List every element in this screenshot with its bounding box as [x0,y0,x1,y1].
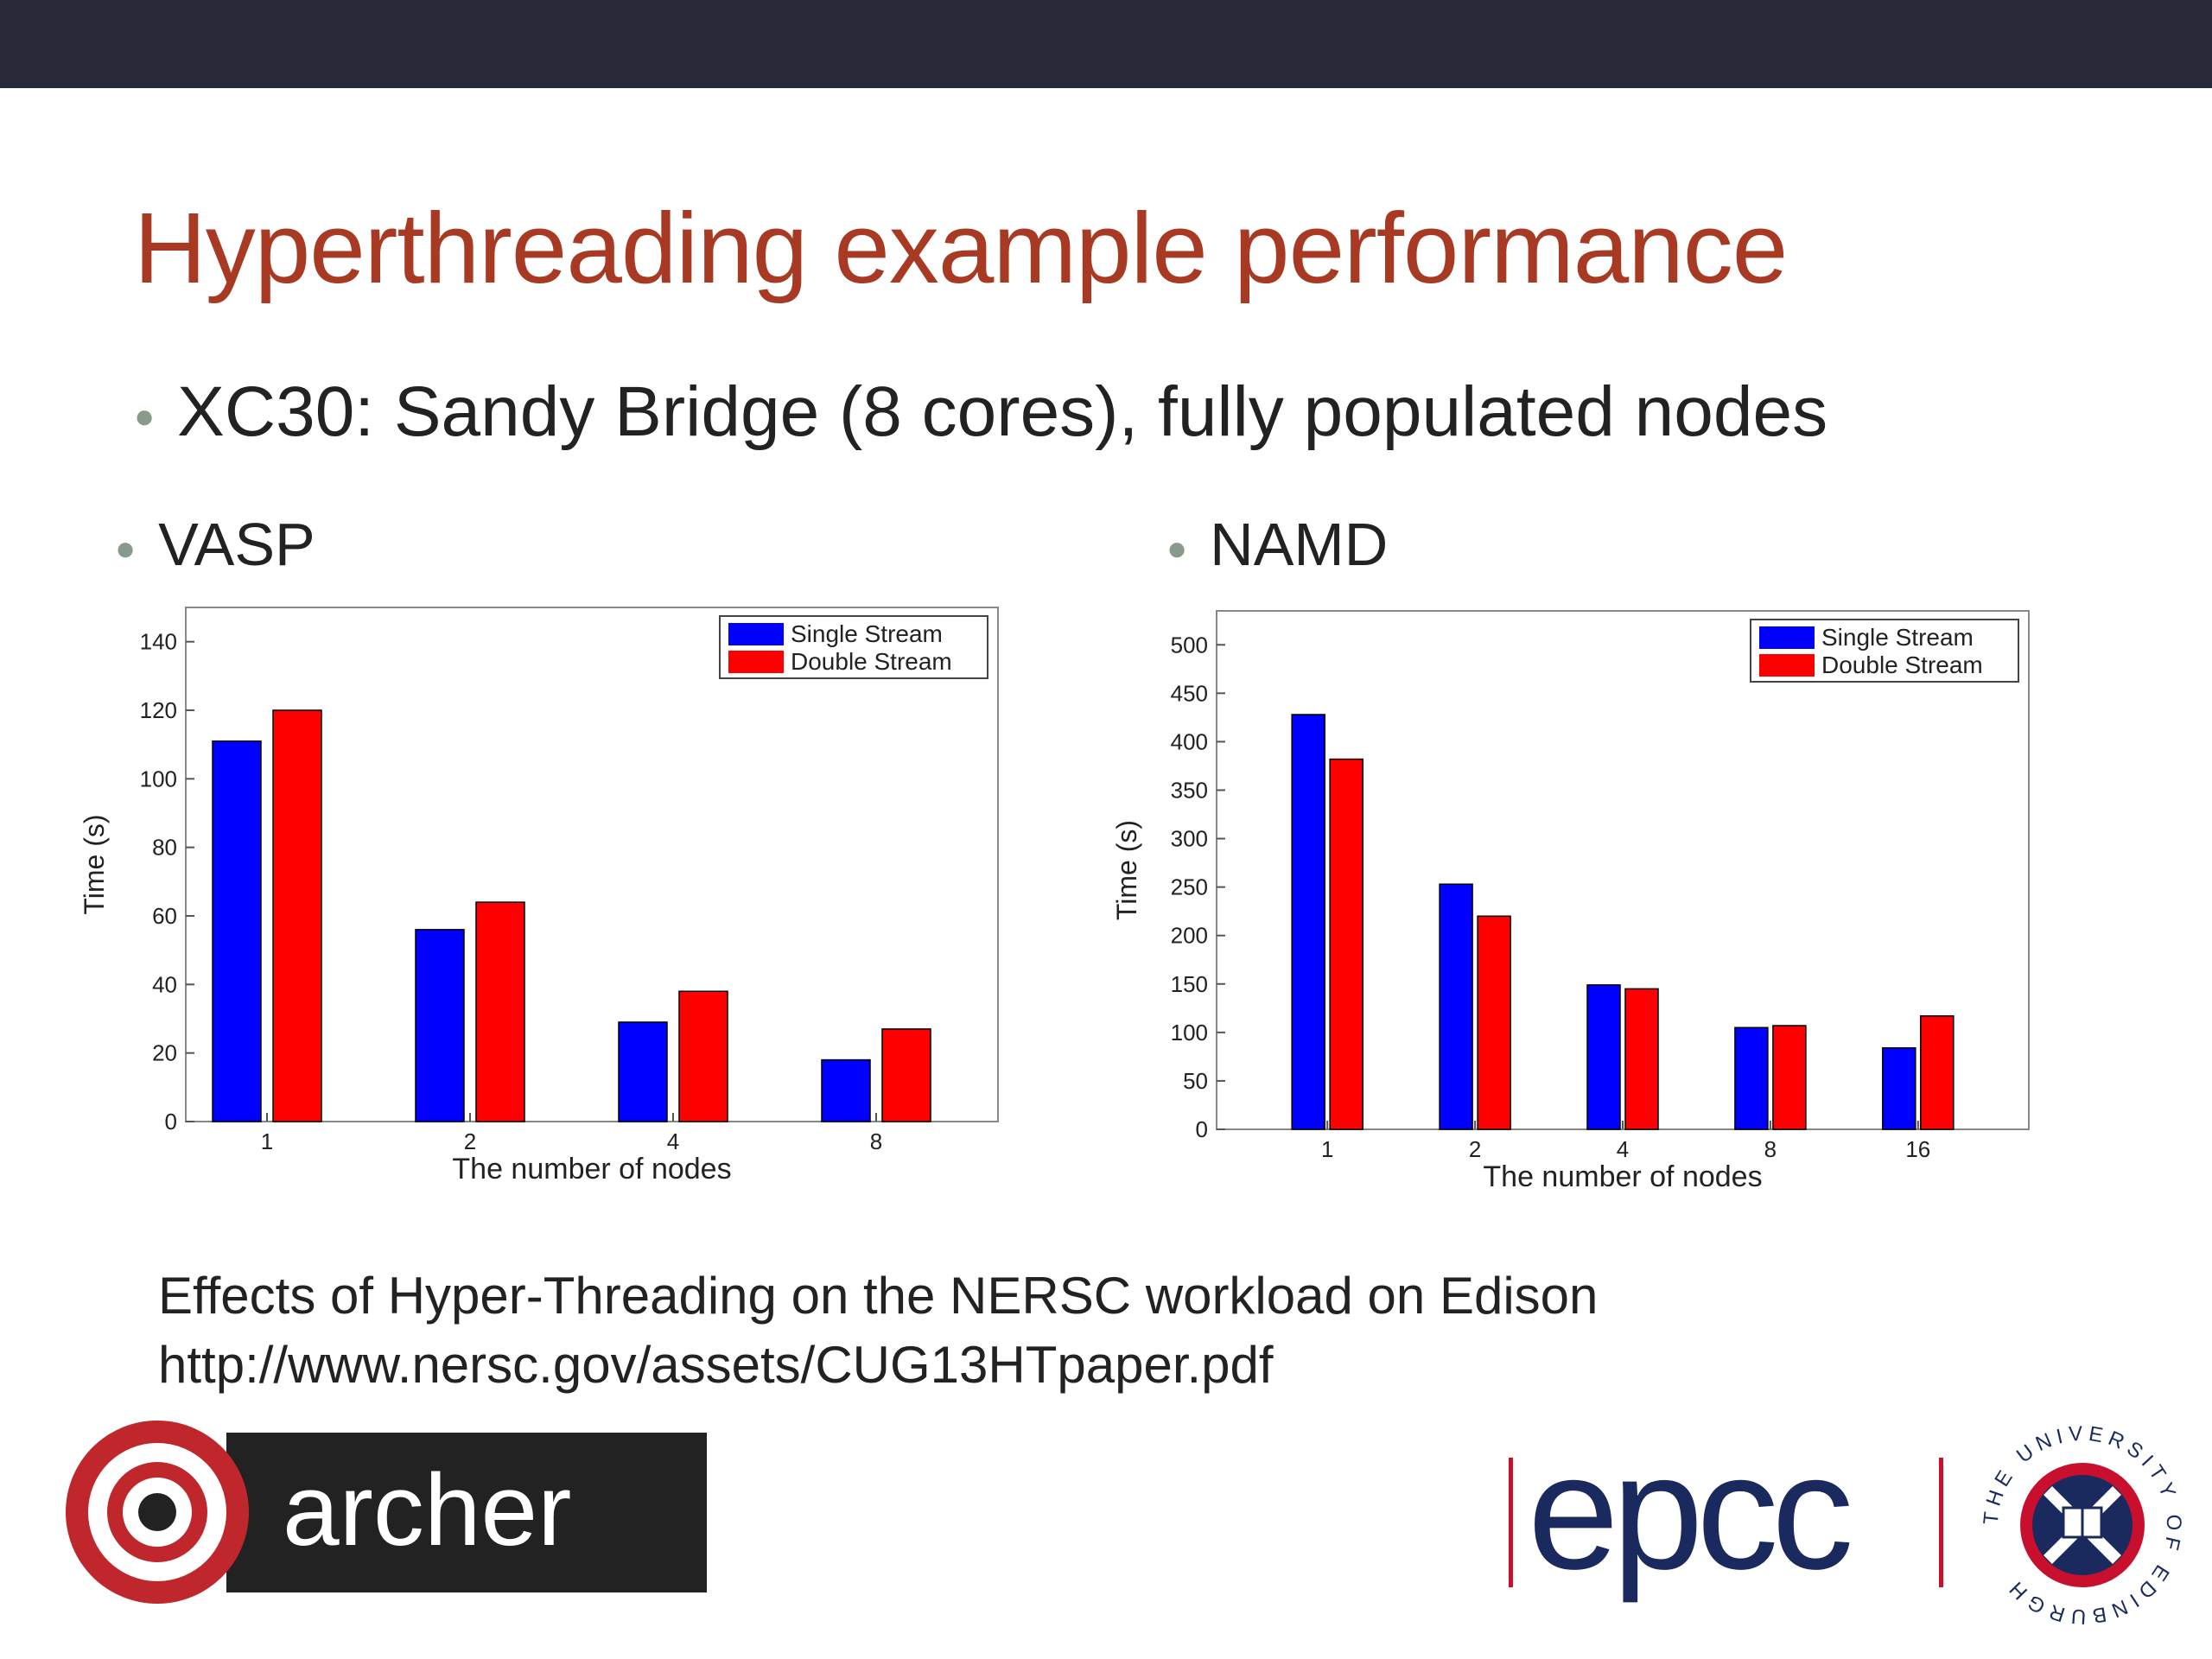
y-tick-label: 140 [140,629,177,655]
y-tick-label: 50 [1183,1068,1208,1094]
y-tick-label: 400 [1171,728,1208,754]
bar-double [1920,1015,1955,1130]
bar-double [1772,1025,1807,1130]
y-tick-label: 150 [1171,971,1208,997]
x-tick-label: 2 [1469,1136,1481,1162]
top-bar [0,0,2212,88]
x-tick-label: 2 [464,1128,476,1154]
bar-double [272,709,322,1122]
archer-logo-text: archer [283,1453,571,1567]
legend-swatch [1759,626,1815,649]
bar-double [1329,758,1363,1130]
y-axis-label: Time (s) [79,814,110,914]
y-tick-label: 40 [152,971,177,997]
epcc-logo-text: epcc [1528,1439,1849,1604]
namd-chart: 0 50 100 150 200 250 300 350 400 450 500 1 2 4 8 16 The … [1111,610,2030,1193]
y-tick-label: 20 [152,1040,177,1066]
x-axis-label: The number of nodes [452,1153,731,1185]
legend-swatch [728,623,784,645]
legend-swatch [1759,654,1815,677]
bar-single [415,929,465,1122]
main-bullet-text: XC30: Sandy Bridge (8 cores), fully popu… [177,372,1828,451]
x-tick-label: 1 [1321,1136,1333,1162]
archer-logo-box [226,1433,707,1592]
x-tick-label: 1 [261,1128,273,1154]
university-of-edinburgh-crest: THE UNIVERSITY OF EDINBURGH [1980,1422,2180,1629]
y-tick-label: 80 [152,835,177,861]
y-tick-label: 500 [1171,632,1208,658]
y-tick-label: 120 [140,697,177,723]
bar-single [1291,714,1325,1130]
bar-double [881,1028,931,1122]
epcc-logo: epcc [1509,1439,1943,1604]
y-tick-label: 60 [152,903,177,929]
y-tick-label: 200 [1171,923,1208,949]
bar-double [678,990,728,1122]
legend-label: Single Stream [1821,624,1974,651]
main-bullet: ● XC30: Sandy Bridge (8 cores), fully pop… [134,372,1827,453]
vasp-chart: 0 20 40 60 80 100 120 140 1 2 4 8 The number of node… [79,607,999,1185]
bar-single [1586,984,1621,1130]
bar-single [212,740,262,1122]
slide-title: Hyperthreading example performance [134,192,1788,304]
bar-single [1882,1047,1916,1130]
bullet-dot-icon: ● [115,530,137,569]
bar-single [618,1021,668,1122]
namd-bullet-text: NAMD [1210,511,1389,578]
bullet-dot-icon: ● [1166,530,1188,569]
legend-label: Double Stream [791,648,952,675]
y-tick-label: 350 [1171,777,1208,803]
legend-label: Single Stream [791,620,943,647]
namd-bullet: ● NAMD [1166,510,1388,579]
y-tick-label: 100 [140,766,177,791]
bar-single [1439,883,1473,1130]
y-axis-label: Time (s) [1111,820,1142,920]
caption-url[interactable]: http://www.nersc.gov/assets/CUG13HTpaper… [158,1336,1274,1394]
x-tick-label: 16 [1905,1136,1930,1162]
bar-single [1734,1027,1769,1130]
archer-logo: archer [66,1421,707,1604]
bar-single [821,1058,871,1122]
y-tick-label: 100 [1171,1020,1208,1046]
y-tick-label: 300 [1171,826,1208,852]
bar-double [475,901,525,1122]
legend-label: Double Stream [1821,652,1983,678]
legend-swatch [728,651,784,673]
vasp-bullet: ● VASP [115,510,315,579]
x-axis-label: The number of nodes [1483,1160,1762,1193]
x-tick-label: 4 [1617,1136,1629,1162]
x-tick-label: 8 [1764,1136,1777,1162]
x-tick-label: 4 [667,1128,679,1154]
bar-double [1477,915,1511,1130]
y-tick-label: 450 [1171,680,1208,706]
vasp-bullet-text: VASP [158,511,315,578]
caption-title: Effects of Hyper-Threading on the NERSC … [158,1267,1599,1325]
bullet-dot-icon: ● [134,397,156,435]
y-tick-label: 0 [1196,1116,1208,1142]
x-tick-label: 8 [870,1128,882,1154]
bar-double [1624,988,1659,1130]
y-tick-label: 250 [1171,874,1208,900]
y-tick-label: 0 [165,1109,177,1135]
